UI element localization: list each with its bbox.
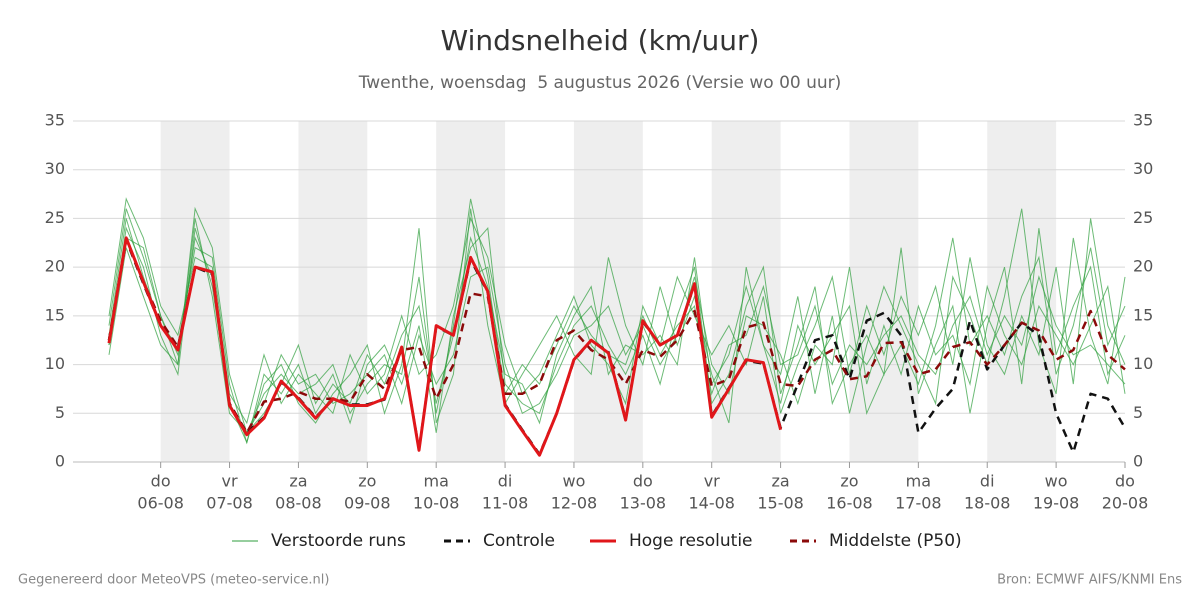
legend-label: Controle [483,531,555,551]
y-tick-label: 15 [45,305,65,324]
y-tick-label: 30 [45,159,65,178]
shade-band [436,121,506,462]
y-tick-label: 35 [45,111,65,130]
y2-tick-label: 15 [1133,305,1153,324]
shade-band [160,121,230,462]
x-tick-weekday: wo [563,472,586,491]
x-tick-label: 13-08 [620,494,667,513]
x-tick-weekday: zo [840,472,858,491]
y2-tick-label: 10 [1133,354,1153,373]
y2-tick-label: 30 [1133,159,1153,178]
legend-label: Hoge resolutie [629,531,753,551]
y-tick-label: 5 [55,403,65,422]
shade-band [573,121,643,462]
footer-right: Bron: ECMWF AIFS/KNMI Ens [997,573,1182,588]
shade-band [849,121,919,462]
shade-band [711,121,781,462]
axes: 0 0 5 5 10 10 15 15 20 20 25 25 30 30 35 35 do 06-08 vr 07-… [45,111,1154,513]
y2-tick-label: 0 [1133,452,1143,471]
x-tick-weekday: za [771,472,789,491]
y-tick-label: 10 [45,354,65,373]
x-tick-label: 16-08 [826,494,873,513]
x-tick-weekday: di [980,472,995,491]
x-tick-weekday: vr [222,472,238,491]
y-tick-label: 25 [45,208,65,227]
x-tick-label: 17-08 [895,494,942,513]
x-tick-label: 18-08 [964,494,1011,513]
x-tick-label: 19-08 [1033,494,1080,513]
ensemble-line [108,198,1126,434]
x-tick-label: 15-08 [757,494,804,513]
x-tick-label: 20-08 [1102,494,1149,513]
x-tick-weekday: di [498,472,513,491]
y2-tick-label: 5 [1133,403,1143,422]
legend-label: Verstoorde runs [271,531,406,551]
x-tick-label: 07-08 [206,494,253,513]
y-tick-label: 0 [55,452,65,471]
chart-subtitle: Twenthe, woensdag 5 augustus 2026 (Versi… [358,73,842,93]
x-tick-label: 14-08 [688,494,735,513]
legend: Verstoorde runs Controle Hoge resolutie Mid… [232,531,962,551]
shade-band [987,121,1057,462]
ensemble-line [108,218,1126,434]
x-tick-weekday: do [151,472,171,491]
x-tick-label: 10-08 [413,494,460,513]
x-tick-weekday: do [1115,472,1135,491]
x-tick-label: 12-08 [551,494,598,513]
x-tick-label: 11-08 [482,494,529,513]
lines [107,197,1127,457]
x-tick-label: 08-08 [275,494,322,513]
x-tick-weekday: do [633,472,653,491]
ensemble-line [108,208,1126,444]
y2-tick-label: 35 [1133,111,1153,130]
x-tick-weekday: vr [704,472,720,491]
x-tick-weekday: ma [906,472,931,491]
x-tick-weekday: wo [1045,472,1068,491]
x-tick-weekday: zo [358,472,376,491]
y-tick-label: 20 [45,257,65,276]
x-tick-label: 06-08 [137,494,184,513]
series-line [107,236,783,457]
y2-tick-label: 25 [1133,208,1153,227]
footer-left: Gegenereerd door MeteoVPS (meteo-service… [18,573,329,588]
x-tick-weekday: za [289,472,307,491]
series-line [107,238,1126,435]
legend-label: Middelste (P50) [829,531,962,551]
x-tick-weekday: ma [423,472,448,491]
x-tick-label: 09-08 [344,494,391,513]
day-shading [160,121,1057,462]
chart-title: Windsnelheid (km/uur) [441,24,760,57]
y2-tick-label: 20 [1133,257,1153,276]
